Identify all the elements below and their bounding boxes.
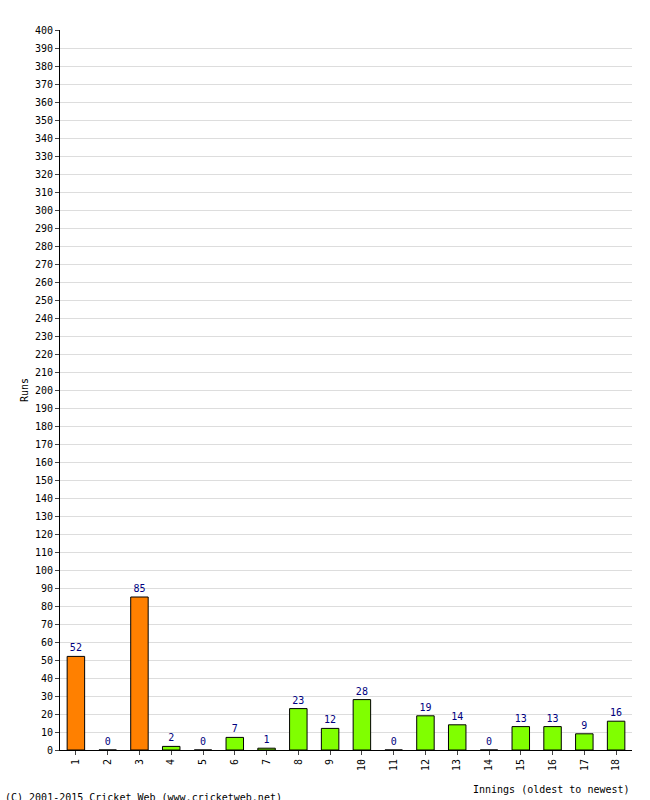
svg-text:2: 2 bbox=[168, 732, 174, 743]
svg-text:330: 330 bbox=[35, 151, 53, 162]
svg-text:290: 290 bbox=[35, 223, 53, 234]
svg-text:160: 160 bbox=[35, 457, 53, 468]
svg-text:8: 8 bbox=[293, 759, 304, 765]
svg-text:3: 3 bbox=[134, 759, 145, 765]
svg-text:380: 380 bbox=[35, 61, 53, 72]
svg-text:18: 18 bbox=[610, 759, 621, 771]
svg-text:10: 10 bbox=[356, 759, 367, 771]
svg-text:80: 80 bbox=[41, 601, 53, 612]
svg-text:70: 70 bbox=[41, 619, 53, 630]
svg-text:300: 300 bbox=[35, 205, 53, 216]
svg-text:52: 52 bbox=[70, 642, 82, 653]
svg-text:Runs: Runs bbox=[19, 378, 30, 402]
svg-text:100: 100 bbox=[35, 565, 53, 576]
svg-text:12: 12 bbox=[420, 759, 431, 771]
svg-text:40: 40 bbox=[41, 673, 53, 684]
svg-text:260: 260 bbox=[35, 277, 53, 288]
svg-text:130: 130 bbox=[35, 511, 53, 522]
svg-text:210: 210 bbox=[35, 367, 53, 378]
svg-text:220: 220 bbox=[35, 349, 53, 360]
svg-text:120: 120 bbox=[35, 529, 53, 540]
svg-text:16: 16 bbox=[547, 759, 558, 771]
svg-text:200: 200 bbox=[35, 385, 53, 396]
svg-text:270: 270 bbox=[35, 259, 53, 270]
svg-text:340: 340 bbox=[35, 133, 53, 144]
svg-text:400: 400 bbox=[35, 25, 53, 36]
svg-text:140: 140 bbox=[35, 493, 53, 504]
svg-text:110: 110 bbox=[35, 547, 53, 558]
svg-text:0: 0 bbox=[47, 745, 53, 756]
svg-text:11: 11 bbox=[388, 759, 399, 771]
svg-text:9: 9 bbox=[324, 759, 335, 765]
svg-text:230: 230 bbox=[35, 331, 53, 342]
svg-text:14: 14 bbox=[483, 759, 494, 771]
svg-text:12: 12 bbox=[324, 714, 336, 725]
svg-text:390: 390 bbox=[35, 43, 53, 54]
svg-text:280: 280 bbox=[35, 241, 53, 252]
svg-text:(C) 2001-2015 Cricket Web (www: (C) 2001-2015 Cricket Web (www.cricketwe… bbox=[5, 792, 282, 800]
svg-text:170: 170 bbox=[35, 439, 53, 450]
svg-text:Innings (oldest to newest): Innings (oldest to newest) bbox=[473, 784, 630, 795]
svg-text:17: 17 bbox=[579, 759, 590, 771]
svg-text:85: 85 bbox=[133, 583, 145, 594]
svg-text:240: 240 bbox=[35, 313, 53, 324]
svg-text:6: 6 bbox=[229, 759, 240, 765]
svg-text:0: 0 bbox=[105, 736, 111, 747]
svg-text:370: 370 bbox=[35, 79, 53, 90]
svg-text:1: 1 bbox=[70, 759, 81, 765]
svg-text:9: 9 bbox=[581, 720, 587, 731]
svg-text:13: 13 bbox=[515, 713, 527, 724]
svg-text:180: 180 bbox=[35, 421, 53, 432]
svg-text:0: 0 bbox=[486, 736, 492, 747]
svg-text:4: 4 bbox=[165, 759, 176, 765]
svg-text:360: 360 bbox=[35, 97, 53, 108]
svg-text:13: 13 bbox=[547, 713, 559, 724]
svg-text:190: 190 bbox=[35, 403, 53, 414]
svg-text:28: 28 bbox=[356, 686, 368, 697]
svg-text:0: 0 bbox=[200, 736, 206, 747]
svg-text:350: 350 bbox=[35, 115, 53, 126]
svg-text:310: 310 bbox=[35, 187, 53, 198]
svg-text:320: 320 bbox=[35, 169, 53, 180]
svg-text:20: 20 bbox=[41, 709, 53, 720]
svg-text:1: 1 bbox=[264, 734, 270, 745]
svg-text:14: 14 bbox=[451, 711, 463, 722]
svg-text:250: 250 bbox=[35, 295, 53, 306]
svg-text:30: 30 bbox=[41, 691, 53, 702]
svg-text:19: 19 bbox=[419, 702, 431, 713]
svg-text:60: 60 bbox=[41, 637, 53, 648]
svg-text:50: 50 bbox=[41, 655, 53, 666]
svg-text:7: 7 bbox=[232, 723, 238, 734]
svg-text:0: 0 bbox=[391, 736, 397, 747]
svg-text:15: 15 bbox=[515, 759, 526, 771]
svg-text:10: 10 bbox=[41, 727, 53, 738]
svg-text:23: 23 bbox=[292, 695, 304, 706]
svg-text:2: 2 bbox=[102, 759, 113, 765]
svg-text:90: 90 bbox=[41, 583, 53, 594]
svg-text:150: 150 bbox=[35, 475, 53, 486]
svg-text:16: 16 bbox=[610, 707, 622, 718]
svg-text:13: 13 bbox=[451, 759, 462, 771]
svg-text:5: 5 bbox=[197, 759, 208, 765]
svg-text:7: 7 bbox=[261, 759, 272, 765]
